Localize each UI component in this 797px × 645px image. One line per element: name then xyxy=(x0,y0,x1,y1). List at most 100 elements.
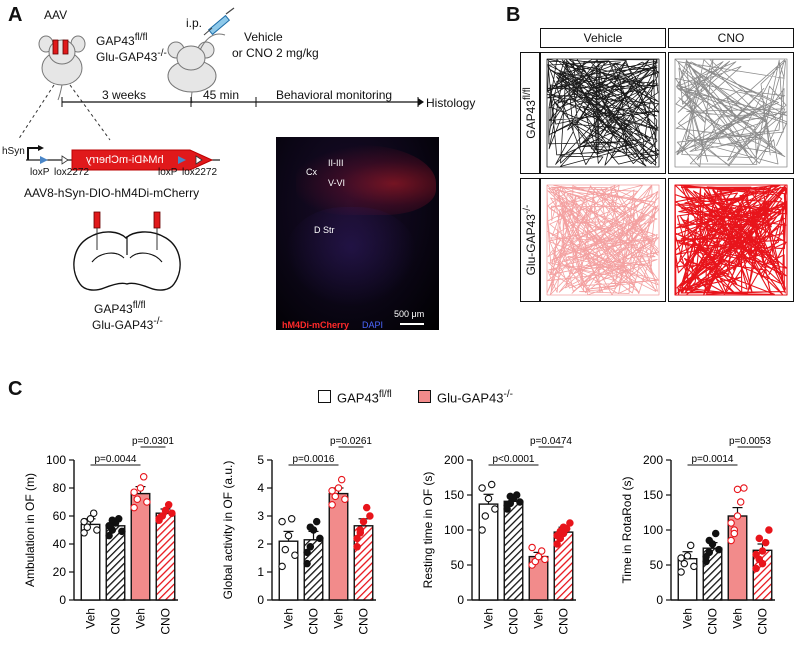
data-point xyxy=(303,548,311,557)
data-point xyxy=(559,523,568,531)
data-point xyxy=(105,522,113,530)
loxp-left-label: loxP xyxy=(30,167,50,178)
hsyn-label: hSyn xyxy=(2,146,25,157)
data-point xyxy=(105,531,113,540)
data-point xyxy=(80,529,88,537)
y-tick-label: 40 xyxy=(53,537,67,551)
data-point xyxy=(168,509,176,517)
x-tick-label: CNO xyxy=(159,608,173,635)
scale-bar xyxy=(400,323,424,325)
data-point xyxy=(331,492,340,501)
bar xyxy=(328,492,349,601)
p-value-label: p=0.0474 xyxy=(530,436,572,447)
y-tick-label: 4 xyxy=(257,481,264,495)
data-point xyxy=(506,492,515,501)
data-point xyxy=(334,484,343,492)
trajectory-ctrl-cno xyxy=(674,58,788,168)
cno-dose-label: or CNO 2 mg/kg xyxy=(232,46,319,60)
data-point xyxy=(316,534,324,543)
x-tick-label: Veh xyxy=(681,608,695,629)
data-point xyxy=(284,531,293,540)
brain-genotype-top: GAP43fl/fl xyxy=(94,300,145,316)
data-point xyxy=(503,501,511,510)
y-tick-label: 80 xyxy=(53,481,67,495)
data-point xyxy=(733,485,742,494)
bar xyxy=(80,523,101,601)
y-axis-label: Time in RotaRod (s) xyxy=(620,477,634,584)
data-point xyxy=(328,501,336,509)
data-point xyxy=(83,523,92,531)
data-point xyxy=(730,529,739,538)
genotype-bottom-superscript: -/- xyxy=(157,48,167,59)
data-point xyxy=(478,484,486,492)
y-tick-label: 100 xyxy=(643,523,663,537)
data-point xyxy=(516,498,524,506)
row-header-ko: Glu-GAP43-/- xyxy=(520,178,540,302)
row-header-ko-label: Glu-GAP43-/- xyxy=(522,205,538,276)
histology-image: II-III Cx V-VI D Str 500 μm hM4Di-mCherr… xyxy=(276,137,439,330)
timeline-3weeks: 3 weeks xyxy=(102,88,147,102)
data-point xyxy=(683,552,692,560)
y-tick-label: 50 xyxy=(451,558,465,572)
brain-schematic xyxy=(73,211,181,291)
brain-genotype-top-superscript: fl/fl xyxy=(132,300,146,311)
timeline-45min: 45 min xyxy=(203,88,240,102)
chart-resting-time: 0 50 100 150 200 Resting time in OF (s) Veh CNO… xyxy=(421,436,576,635)
data-point xyxy=(306,523,315,531)
y-tick-label: 150 xyxy=(643,488,663,502)
data-point xyxy=(752,564,760,573)
genotype-top-text: GAP43 xyxy=(96,34,135,48)
data-point xyxy=(86,515,95,523)
mouse-icon-injection xyxy=(167,33,226,104)
data-point xyxy=(677,554,685,562)
trajectory-ko-cno xyxy=(674,184,788,296)
y-tick-label: 0 xyxy=(656,593,663,607)
timeline-histology: Histology xyxy=(426,96,476,110)
x-tick-label: Veh xyxy=(84,608,98,629)
data-point xyxy=(136,484,145,492)
genotype-label-top: GAP43fl/fl xyxy=(96,32,147,48)
y-tick-label: 200 xyxy=(444,453,464,467)
bar xyxy=(130,492,151,601)
vehicle-label: Vehicle xyxy=(244,30,283,44)
data-point xyxy=(752,550,760,559)
x-tick-label: Veh xyxy=(282,608,296,629)
data-point xyxy=(736,498,745,506)
data-point xyxy=(130,488,138,496)
y-tick-label: 3 xyxy=(257,509,264,523)
p-value-label: p=0.0053 xyxy=(729,436,771,447)
chart-rotarod: 0 50 100 150 200 Time in RotaRod (s) Veh CNO Veh… xyxy=(620,436,775,635)
mcherry-signal xyxy=(296,145,436,215)
y-tick-label: 100 xyxy=(444,523,464,537)
data-point xyxy=(487,480,496,489)
chart-global-activity: 0 1 2 3 4 5 Global activity in OF (a.u.) Veh CNO… xyxy=(221,436,376,635)
data-point xyxy=(139,473,148,481)
legend-swatch-ko xyxy=(418,390,431,403)
data-point xyxy=(89,509,98,517)
data-point xyxy=(512,491,521,499)
genotype-bottom-text: Glu-GAP43 xyxy=(96,50,158,64)
y-tick-label: 150 xyxy=(444,488,464,502)
x-tick-label: Veh xyxy=(731,608,745,629)
data-point xyxy=(155,516,163,524)
data-point xyxy=(553,540,561,548)
data-point xyxy=(705,536,714,545)
data-point xyxy=(715,545,723,554)
data-point xyxy=(353,534,361,543)
y-axis-label: Resting time in OF (s) xyxy=(421,472,435,589)
brain-genotype-bottom-superscript: -/- xyxy=(153,316,163,327)
trajectory-ko-vehicle xyxy=(546,184,660,296)
panel-label-b: B xyxy=(506,4,521,26)
data-point xyxy=(528,543,536,552)
data-point xyxy=(93,526,101,534)
ip-label: i.p. xyxy=(186,16,203,30)
brain-genotype-bottom: Glu-GAP43-/- xyxy=(92,316,163,332)
data-point xyxy=(278,517,286,526)
data-point xyxy=(328,487,336,495)
vector-name: AAV8-hSyn-DIO-hM4Di-mCherry xyxy=(24,186,200,200)
y-tick-label: 2 xyxy=(257,537,264,551)
aav-label: AAV xyxy=(44,8,68,22)
x-tick-label: CNO xyxy=(557,608,571,635)
dapi-signal xyxy=(286,207,416,307)
data-point xyxy=(481,512,490,520)
